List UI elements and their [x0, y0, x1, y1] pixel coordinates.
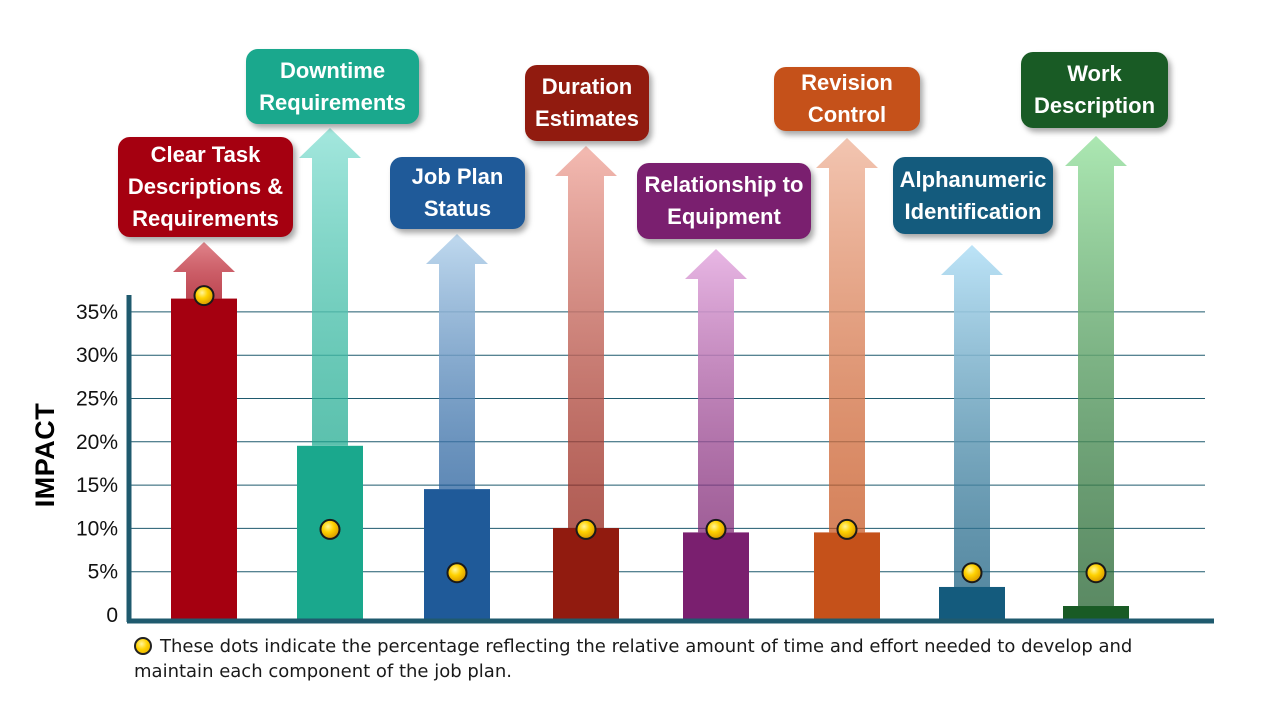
effort-dot-6 [836, 518, 858, 540]
y-tick-label: 25% [76, 388, 118, 411]
y-tick-label: 35% [76, 301, 118, 324]
arrow-3 [426, 234, 488, 490]
axes [126, 295, 1214, 624]
arrow-7 [941, 245, 1003, 587]
bar-4 [553, 528, 619, 619]
y-tick-label: 10% [76, 517, 118, 540]
effort-dot-7 [961, 562, 983, 584]
arrow-8 [1065, 136, 1127, 607]
category-label-8: Work Description [1021, 52, 1168, 128]
y-tick-label: 0 [106, 604, 118, 627]
bar-8 [1063, 606, 1129, 619]
dots [193, 285, 1107, 584]
y-tick-labels: 0 5% 10% 15% 20% 25% 30% 35% [76, 301, 118, 627]
bars [171, 298, 1129, 619]
effort-dot-1 [193, 285, 215, 307]
arrow-1 [173, 242, 235, 299]
bar-1 [171, 298, 237, 619]
category-label-4: Duration Estimates [525, 65, 649, 141]
bar-6 [814, 532, 880, 619]
category-label-2: Downtime Requirements [246, 49, 419, 124]
bar-3 [424, 489, 490, 619]
gridlines [130, 311, 1205, 573]
arrow-2 [299, 128, 361, 446]
y-axis-label: IMPACT [30, 402, 60, 508]
legend-dot-icon [134, 637, 152, 655]
y-tick-label: 5% [88, 561, 118, 584]
legend-text: These dots indicate the percentage refle… [134, 636, 1133, 682]
effort-dot-8 [1085, 562, 1107, 584]
y-tick-label: 20% [76, 431, 118, 454]
y-tick-label: 30% [76, 344, 118, 367]
bar-7 [939, 586, 1005, 619]
bar-5 [683, 532, 749, 619]
effort-dot-4 [575, 518, 597, 540]
y-tick-label: 15% [76, 474, 118, 497]
legend: These dots indicate the percentage refle… [134, 634, 1174, 684]
category-label-1: Clear Task Descriptions & Requirements [118, 137, 293, 237]
effort-dot-5 [705, 518, 727, 540]
category-label-5: Relationship to Equipment [637, 163, 811, 239]
arrow-6 [816, 138, 878, 533]
arrow-4 [555, 146, 617, 529]
category-label-6: Revision Control [774, 67, 920, 131]
effort-dot-3 [446, 562, 468, 584]
arrow-5 [685, 249, 747, 533]
effort-dot-2 [319, 518, 341, 540]
category-label-3: Job Plan Status [390, 157, 525, 229]
category-label-7: Alphanumeric Identification [893, 157, 1053, 234]
arrows [173, 128, 1127, 607]
